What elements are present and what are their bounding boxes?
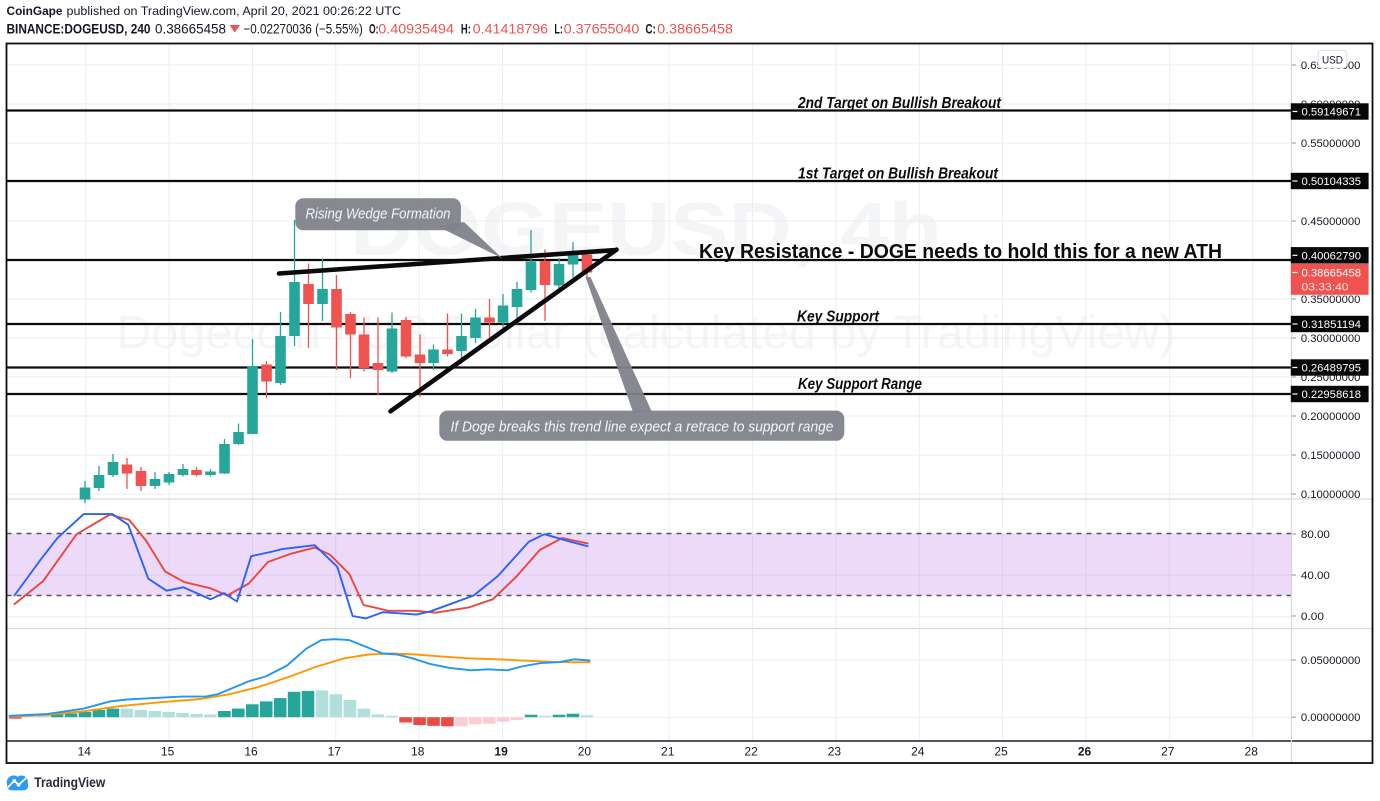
svg-text:23: 23 (828, 745, 842, 759)
svg-text:O:: O: (369, 22, 379, 37)
svg-text:0.30000000: 0.30000000 (1301, 333, 1361, 345)
svg-text:C:: C: (645, 22, 656, 37)
svg-text:0.38665458: 0.38665458 (657, 22, 733, 37)
svg-text:Rising Wedge Formation: Rising Wedge Formation (306, 206, 451, 223)
svg-text:24: 24 (911, 745, 925, 759)
svg-text:Key Support: Key Support (797, 309, 880, 326)
svg-text:16: 16 (244, 745, 258, 759)
svg-text:published on TradingView.com,: published on TradingView.com, April 20, … (67, 4, 402, 18)
svg-text:0.55000000: 0.55000000 (1301, 138, 1361, 150)
svg-text:0.26489795: 0.26489795 (1302, 363, 1362, 375)
svg-text:CoinGape: CoinGape (7, 4, 63, 18)
svg-text:27: 27 (1161, 745, 1175, 759)
svg-text:2nd Target on Bullish Breakout: 2nd Target on Bullish Breakout (797, 95, 1002, 112)
svg-text:21: 21 (661, 745, 675, 759)
svg-text:0.41418796: 0.41418796 (473, 22, 548, 37)
svg-text:0.15000000: 0.15000000 (1301, 450, 1361, 462)
svg-text:0.20000000: 0.20000000 (1301, 411, 1361, 423)
svg-text:0.40935494: 0.40935494 (378, 22, 454, 37)
svg-text:0.37655040: 0.37655040 (564, 22, 640, 37)
svg-text:If Doge breaks this trend line: If Doge breaks this trend line expect a … (451, 418, 834, 435)
svg-text:1st Target on Bullish Breakout: 1st Target on Bullish Breakout (798, 166, 999, 183)
svg-text:Key Resistance - DOGE needs to: Key Resistance - DOGE needs to hold this… (699, 241, 1222, 263)
svg-text:−0.02270036 (−5.55%): −0.02270036 (−5.55%) (244, 22, 363, 37)
svg-text:0.59149671: 0.59149671 (1302, 107, 1362, 119)
svg-text:H:: H: (461, 22, 471, 37)
svg-text:L:: L: (554, 22, 563, 37)
svg-text:0.31851194: 0.31851194 (1302, 319, 1362, 331)
svg-text:0.35000000: 0.35000000 (1301, 294, 1361, 306)
svg-text:28: 28 (1245, 745, 1259, 759)
svg-text:80.00: 80.00 (1301, 529, 1330, 541)
svg-text:0.00: 0.00 (1301, 611, 1324, 623)
svg-text:26: 26 (1078, 745, 1092, 759)
svg-text:25: 25 (994, 745, 1008, 759)
svg-text:USD: USD (1322, 54, 1343, 66)
svg-text:0.10000000: 0.10000000 (1301, 489, 1361, 501)
svg-text:18: 18 (411, 745, 425, 759)
svg-text:40.00: 40.00 (1301, 570, 1330, 582)
svg-text:TradingView: TradingView (34, 775, 105, 790)
svg-text:03:33:40: 03:33:40 (1302, 282, 1349, 294)
svg-text:0.50104335: 0.50104335 (1302, 176, 1362, 188)
svg-text:0.45000000: 0.45000000 (1301, 216, 1361, 228)
svg-text:0.38665458: 0.38665458 (155, 22, 226, 37)
svg-text:0.05000000: 0.05000000 (1301, 655, 1361, 667)
svg-text:0.40062790: 0.40062790 (1302, 250, 1362, 262)
svg-text:20: 20 (578, 745, 592, 759)
svg-text:Key Support Range: Key Support Range (798, 376, 922, 393)
svg-text:BINANCE:DOGEUSD, 240: BINANCE:DOGEUSD, 240 (7, 22, 151, 37)
svg-text:15: 15 (161, 745, 175, 759)
svg-text:22: 22 (744, 745, 758, 759)
svg-text:0.38665458: 0.38665458 (1302, 268, 1362, 280)
svg-text:19: 19 (494, 745, 508, 759)
svg-text:14: 14 (78, 745, 92, 759)
svg-text:17: 17 (328, 745, 342, 759)
svg-text:0.22958618: 0.22958618 (1302, 389, 1362, 401)
svg-text:0.00000000: 0.00000000 (1301, 712, 1361, 724)
